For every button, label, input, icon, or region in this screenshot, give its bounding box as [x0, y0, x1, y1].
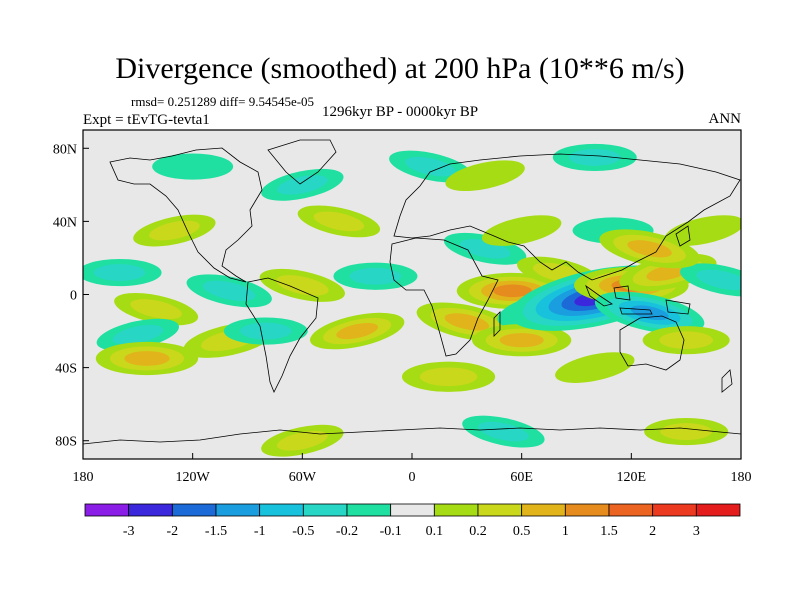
colorbar-box — [652, 503, 697, 517]
anomaly-2 — [114, 292, 199, 326]
rmsd-diff-stats: rmsd= 0.251289 diff= 9.54545e-05 — [131, 94, 315, 109]
anomaly-15 — [445, 160, 525, 192]
anomaly-4 — [95, 341, 199, 376]
anomaly-8 — [259, 268, 345, 302]
colorbar-label: -1 — [254, 524, 266, 539]
x-tick-label: 180 — [73, 470, 94, 485]
anomaly-13 — [152, 153, 234, 180]
anomaly-7 — [223, 317, 308, 345]
anomaly-34 — [401, 361, 496, 392]
anomaly-22 — [472, 324, 572, 357]
colorbar-label: -0.1 — [380, 524, 402, 539]
anomaly-29 — [680, 263, 741, 297]
colorbar-box — [128, 503, 173, 517]
anomaly-12 — [261, 168, 344, 201]
south-america-coastline — [245, 277, 319, 393]
colorbar-box — [171, 503, 217, 517]
anomaly-35 — [462, 415, 545, 448]
colorbar-label: 1.5 — [600, 524, 618, 539]
anomaly-1 — [83, 258, 162, 287]
time-period-label: 1296kyr BP - 0000kyr BP — [322, 104, 479, 120]
colorbar-box — [390, 503, 435, 517]
colorbar-box — [346, 503, 392, 517]
madagascar-coastline — [493, 311, 501, 337]
y-tick-label: 80S — [55, 435, 77, 450]
anomaly-36 — [261, 424, 344, 457]
y-tick-label: 80N — [53, 142, 77, 157]
new-zealand-coastline — [721, 369, 733, 393]
anomaly-30 — [664, 215, 741, 246]
x-tick-label: 180 — [731, 470, 752, 485]
colorbar-box — [84, 503, 130, 517]
colorbar-label: 0.5 — [513, 524, 531, 539]
experiment-label: Expt = tEvTG-tevta1 — [83, 112, 210, 128]
x-tick-label: 120W — [176, 470, 211, 485]
greenland-coastline — [267, 139, 337, 185]
north-america-coastline — [109, 147, 263, 283]
y-tick-label: 40N — [53, 215, 77, 230]
colorbar-box — [433, 503, 479, 517]
indonesia-coastline — [585, 284, 691, 315]
x-tick-label: 0 — [409, 470, 416, 485]
y-tick-label: 40S — [55, 362, 77, 377]
x-tick-label: 120E — [617, 470, 647, 485]
anomaly-37 — [644, 417, 729, 446]
colorbar-label: 0.1 — [426, 524, 444, 539]
anomaly-18 — [481, 215, 562, 246]
australia-coastline — [619, 315, 685, 371]
colorbar-label: 1 — [562, 524, 569, 539]
anomaly-33 — [555, 352, 635, 383]
colorbar-label: 3 — [693, 524, 700, 539]
japan-coastline — [675, 225, 691, 247]
y-tick-label: 0 — [70, 289, 77, 304]
colorbar-label: -0.5 — [292, 524, 314, 539]
colorbar-box — [477, 503, 523, 517]
colorbar-label: -2 — [166, 524, 178, 539]
anomaly-16 — [552, 143, 637, 172]
colorbar-box — [302, 503, 348, 517]
colorbar-label: 2 — [649, 524, 656, 539]
colorbar-box — [564, 503, 610, 517]
anomaly-11 — [297, 205, 381, 238]
x-tick-label: 60W — [289, 470, 317, 485]
africa-coastline — [389, 237, 499, 357]
colorbar-box — [215, 503, 261, 517]
colorbar-label: -0.2 — [336, 524, 358, 539]
colorbar-box — [259, 503, 304, 517]
anomaly-28 — [642, 326, 730, 355]
anomaly-0 — [133, 214, 216, 247]
colorbar-box — [608, 503, 654, 517]
anomaly-10 — [333, 262, 418, 290]
antarctica-coastline — [83, 427, 741, 445]
colorbar-label: 0.2 — [469, 524, 487, 539]
eurasia-coastline — [393, 153, 741, 281]
anomaly-5 — [186, 274, 272, 308]
colorbar-label: -3 — [123, 524, 135, 539]
anomaly-32 — [599, 229, 700, 269]
colorbar-box — [695, 503, 741, 517]
anomaly-14 — [389, 150, 472, 183]
colorbar-label: -1.5 — [205, 524, 227, 539]
chart-title: Divergence (smoothed) at 200 hPa (10**6 … — [115, 52, 685, 85]
x-tick-label: 60E — [510, 470, 533, 485]
anomaly-9 — [310, 312, 405, 350]
season-label: ANN — [708, 111, 742, 127]
colorbar-box — [521, 503, 566, 517]
